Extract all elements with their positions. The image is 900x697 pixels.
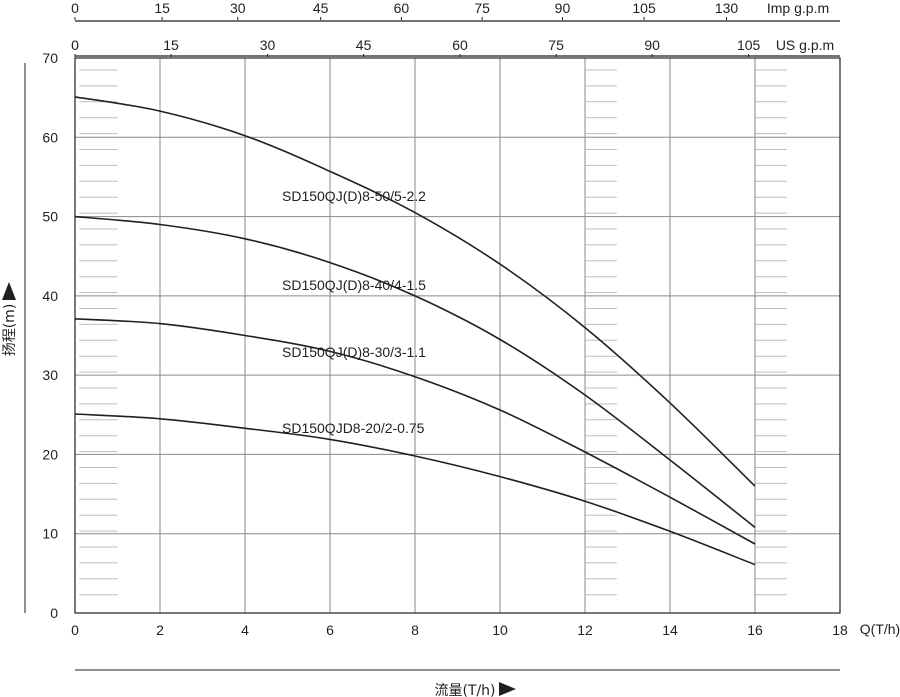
secondary-axis-unit: Imp g.p.m xyxy=(767,0,829,16)
secondary-tick-label: 15 xyxy=(163,37,179,53)
y-tick-label: 30 xyxy=(42,367,58,383)
x-axis-arrow-icon xyxy=(499,682,516,696)
secondary-tick-label: 0 xyxy=(71,0,79,16)
secondary-tick-label: 90 xyxy=(555,0,571,16)
series-line-3 xyxy=(74,318,756,545)
x-tick-label: 18 xyxy=(832,622,848,638)
tick-layer: 0 2 4 6 8 10 12 14 16 18 0 10 20 30 40 50 60 70 0 15 30 45 60 7… xyxy=(42,0,848,638)
x-tick-label: 2 xyxy=(156,622,164,638)
series-label-1: SD150QJ(D)8-50/5-2.2 xyxy=(282,188,426,204)
y-tick-label: 70 xyxy=(42,50,58,66)
secondary-tick-label: 30 xyxy=(230,0,246,16)
hatch-band-layer xyxy=(79,69,787,596)
x-tick-label: 4 xyxy=(241,622,249,638)
series-label-3: SD150QJ(D)8-30/3-1.1 xyxy=(282,344,426,360)
x-tick-label: 0 xyxy=(71,622,79,638)
series-line-2 xyxy=(74,215,756,529)
y-tick-label: 0 xyxy=(50,605,58,621)
series-line-1 xyxy=(74,96,756,487)
secondary-tick-label: 105 xyxy=(737,37,761,53)
x-tick-label: 14 xyxy=(662,622,678,638)
x-unit-label: Q(T/h) xyxy=(860,621,900,637)
x-tick-label: 10 xyxy=(492,622,508,638)
frame-layer xyxy=(24,20,841,671)
y-tick-label: 60 xyxy=(42,129,58,145)
secondary-tick-label: 45 xyxy=(356,37,372,53)
series-label-2: SD150QJ(D)8-40/4-1.5 xyxy=(282,277,426,293)
secondary-tick-label: 130 xyxy=(715,0,739,16)
secondary-tick-label: 75 xyxy=(548,37,564,53)
secondary-tick-label: 75 xyxy=(474,0,490,16)
y-tick-label: 50 xyxy=(42,209,58,225)
secondary-axis-unit: US g.p.m xyxy=(776,37,834,53)
y-axis-title: 扬程(m) xyxy=(2,304,18,357)
y-axis-arrow-icon xyxy=(2,282,16,300)
secondary-tick-label: 60 xyxy=(452,37,468,53)
x-axis-title: 流量(T/h) xyxy=(434,683,495,697)
plot-frame xyxy=(74,57,841,614)
secondary-tick-label: 15 xyxy=(154,0,170,16)
secondary-tick-label: 90 xyxy=(644,37,660,53)
secondary-tick-label: 105 xyxy=(632,0,656,16)
y-tick-label: 40 xyxy=(42,288,58,304)
x-tick-label: 16 xyxy=(747,622,763,638)
secondary-tick-label: 30 xyxy=(260,37,276,53)
y-tick-label: 10 xyxy=(42,526,58,542)
x-tick-label: 12 xyxy=(577,622,593,638)
x-tick-label: 6 xyxy=(326,622,334,638)
curve-layer xyxy=(74,96,756,566)
grid-layer xyxy=(75,58,840,613)
secondary-tick-label: 0 xyxy=(71,37,79,53)
series-line-4 xyxy=(74,413,756,566)
secondary-tick-label: 45 xyxy=(313,0,329,16)
y-tick-label: 20 xyxy=(42,446,58,462)
x-tick-label: 8 xyxy=(411,622,419,638)
secondary-tick-label: 60 xyxy=(394,0,410,16)
series-label-4: SD150QJD8-20/2-0.75 xyxy=(282,420,425,436)
